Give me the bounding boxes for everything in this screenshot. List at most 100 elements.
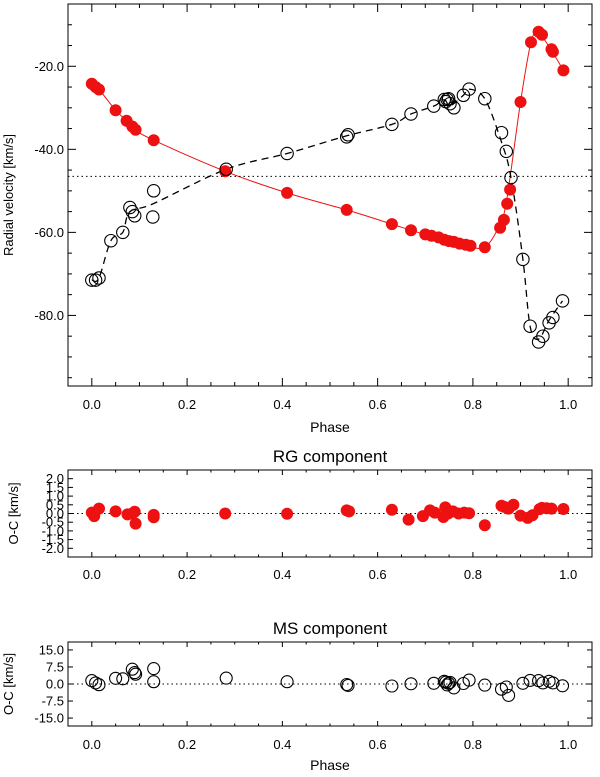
ms-data-point — [88, 273, 103, 287]
ms-data-point — [546, 310, 560, 325]
rg-data-point — [497, 213, 510, 226]
ms-data-point — [478, 678, 492, 692]
ms-data-point — [116, 672, 130, 686]
rg-data-point — [93, 502, 106, 515]
axes: 0.0 0.2 0.4 0.6 0.8 1.02.01.51.00.50.0-0.5-1.… — [42, 469, 593, 582]
x-axis-label: Phase — [310, 419, 350, 435]
rg-data-point — [501, 197, 514, 210]
rg-data-point — [129, 517, 142, 530]
rg-data-point — [504, 183, 517, 196]
y-tick-label: -7.5 — [42, 694, 64, 709]
ms-data-point — [104, 233, 118, 248]
rg-data-point — [463, 507, 476, 520]
x-tick-label: 0.6 — [369, 567, 387, 582]
ms-data-point — [427, 99, 441, 113]
ms-data-point — [478, 91, 492, 106]
rg-data-point — [340, 203, 353, 216]
rg-data-point — [546, 45, 559, 58]
ms-data-point — [523, 319, 537, 333]
ms-data-point — [404, 107, 418, 121]
ms-data-point — [147, 662, 161, 676]
data-points — [85, 25, 570, 349]
ms-data-point — [427, 676, 441, 690]
x-tick-label: 0.4 — [273, 397, 291, 412]
ms-data-point — [546, 676, 560, 690]
ms-data-point — [516, 252, 530, 267]
y-tick-label: -0.5 — [42, 515, 64, 530]
rg-data-point — [128, 505, 141, 518]
ms-data-point — [129, 667, 143, 681]
y-tick-label: 7.5 — [46, 659, 64, 674]
axes: 0.0 0.2 0.4 0.6 0.8 1.0 -80.0 -60.0 -40.0 -20.0 — [34, 3, 593, 412]
ms-data-point — [536, 329, 550, 343]
ms-data-point — [339, 130, 354, 144]
ms-data-point — [127, 209, 142, 223]
ms-data-point — [280, 146, 294, 161]
ms-fit-curve — [91, 88, 564, 341]
ms-data-point — [123, 200, 137, 215]
y-axis-label: O-C [km/s] — [6, 482, 21, 544]
ms-data-point — [462, 82, 476, 96]
ms-data-point — [516, 676, 530, 690]
radial-velocity-panel: 0.0 0.2 0.4 0.6 0.8 1.0 -80.0 -60.0 -40.0 -20.0 R… — [1, 3, 593, 435]
y-tick-label: 0.0 — [46, 506, 64, 521]
ms-data-point — [462, 673, 476, 687]
y-tick-label: 0.0 — [46, 677, 64, 692]
y-axis-label: Radial velocity [km/s] — [1, 134, 16, 256]
x-tick-label: 0.0 — [83, 737, 101, 752]
ms-data-point — [146, 210, 160, 224]
y-tick-label: -1.0 — [42, 523, 64, 538]
y-tick-label: -20.0 — [34, 59, 64, 74]
ms-data-point — [128, 666, 142, 680]
y-tick-label: 1.0 — [46, 489, 64, 504]
ms-data-point — [555, 679, 570, 693]
ms-data-point — [502, 688, 516, 702]
ms-data-point — [219, 162, 233, 177]
rg-data-point — [343, 505, 356, 518]
y-tick-label: 0.5 — [46, 497, 64, 512]
ms-data-point — [440, 678, 454, 692]
rg-fit-curve — [91, 31, 564, 250]
ms-data-point — [341, 678, 355, 692]
rg-data-point — [557, 64, 570, 77]
rg-data-point — [536, 28, 549, 41]
ms-data-point — [385, 679, 399, 693]
ms-data-point — [340, 677, 354, 692]
y-tick-label: -2.0 — [42, 541, 64, 556]
rg-data-point — [478, 241, 491, 254]
x-tick-label: 0.2 — [178, 567, 196, 582]
x-tick-label: 0.2 — [178, 737, 196, 752]
rg-data-point — [557, 502, 570, 515]
ms-data-point — [280, 675, 294, 689]
ms-residuals-panel: MS component 0.0 0.2 0.4 0.6 0.8 1.015.07.50.… — [1, 619, 593, 773]
rg-data-point — [385, 503, 398, 516]
x-tick-label: 0.6 — [369, 397, 387, 412]
ms-data-point — [499, 144, 514, 159]
panel-title: MS component — [273, 619, 388, 638]
y-tick-label: -15.0 — [34, 711, 64, 726]
x-axis-label: Phase — [310, 757, 350, 773]
rg-data-point — [147, 511, 160, 524]
data-points — [85, 662, 570, 702]
ms-data-point — [341, 128, 355, 142]
ms-data-point — [447, 101, 461, 115]
x-tick-label: 0.0 — [83, 567, 101, 582]
ms-data-point — [147, 675, 161, 689]
y-tick-label: 15.0 — [39, 642, 64, 657]
rg-data-point — [402, 513, 415, 526]
rg-data-point — [507, 498, 520, 511]
y-axis-label: O-C [km/s] — [1, 653, 16, 715]
ms-data-point — [89, 676, 103, 690]
rg-data-point — [147, 134, 160, 147]
x-tick-label: 1.0 — [559, 737, 577, 752]
rg-data-point — [109, 505, 122, 518]
rg-data-point — [281, 507, 294, 520]
x-tick-label: 0.6 — [369, 737, 387, 752]
rg-data-point — [129, 123, 142, 136]
rg-data-point — [385, 218, 398, 231]
data-points — [85, 498, 570, 532]
y-tick-label: -1.5 — [42, 532, 64, 547]
ms-data-point — [404, 677, 418, 691]
ms-data-point — [494, 125, 509, 140]
